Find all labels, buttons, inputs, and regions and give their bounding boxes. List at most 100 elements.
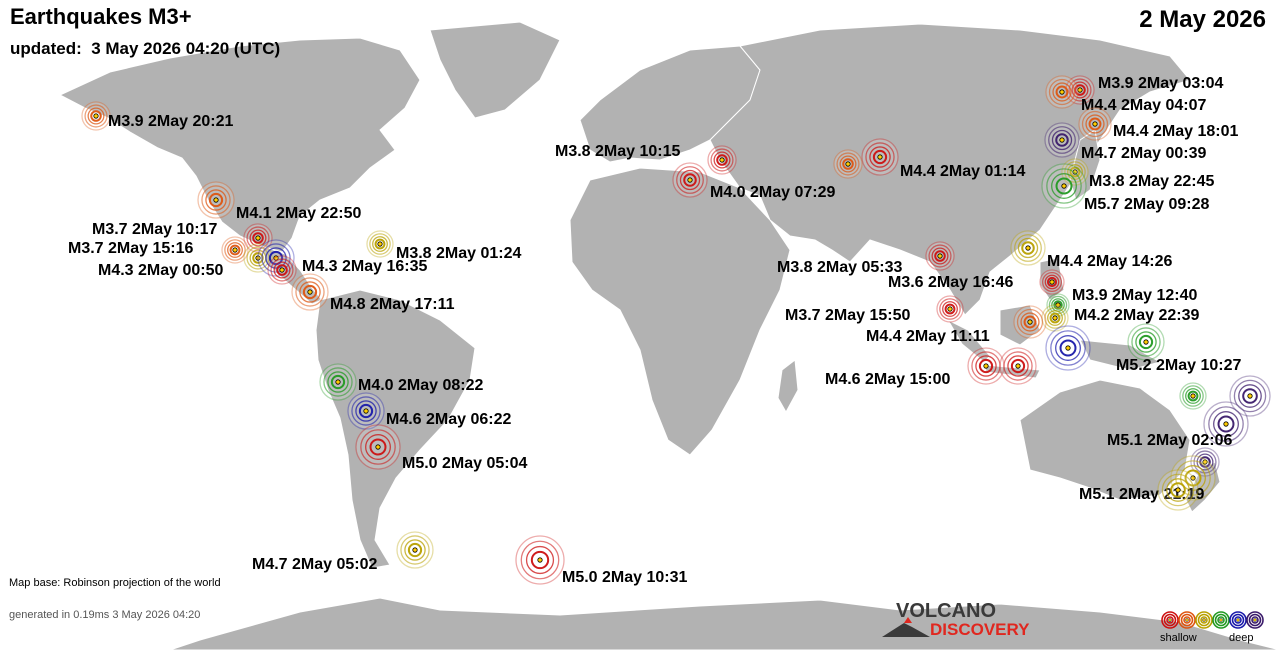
quake-label: M4.0 2May 07:29 xyxy=(710,184,836,201)
quake-marker[interactable]: M4.4 2May 01:14 xyxy=(861,138,1026,180)
quake-label: M4.7 2May 00:39 xyxy=(1081,145,1207,162)
quake-ring xyxy=(1051,173,1077,199)
quake-ring xyxy=(1185,388,1201,404)
quake-marker[interactable]: M3.7 2May 10:17 xyxy=(92,221,273,253)
quake-label: M3.9 2May 03:04 xyxy=(1098,75,1224,92)
quake-marker[interactable] xyxy=(1179,382,1207,410)
quake-marker[interactable]: M3.8 2May 01:24 xyxy=(366,230,522,262)
quake-epicenter xyxy=(947,306,953,312)
quake-epicenter xyxy=(1092,121,1098,127)
quake-epicenter xyxy=(1049,279,1055,285)
quake-label: M4.0 2May 08:22 xyxy=(358,377,484,394)
quake-marker[interactable]: M5.7 2May 09:28 xyxy=(1041,163,1210,213)
quake-marker[interactable]: M3.8 2May 05:33 xyxy=(777,241,955,276)
quake-marker[interactable] xyxy=(999,347,1037,385)
quake-ring xyxy=(90,110,102,122)
quake-ring xyxy=(265,247,287,269)
quake-marker[interactable]: M4.4 2May 18:01 xyxy=(1078,107,1239,141)
quake-ring xyxy=(360,429,396,465)
quake-ring xyxy=(246,226,270,250)
quake-marker[interactable] xyxy=(1190,447,1220,477)
quake-marker[interactable]: M4.4 2May 11:11 xyxy=(866,305,1047,345)
volcano-logo-icon[interactable] xyxy=(882,603,1032,643)
quake-epicenter xyxy=(1143,339,1149,345)
quake-marker[interactable]: M4.1 2May 22:50 xyxy=(197,181,362,222)
quake-marker[interactable]: M4.4 2May 04:07 xyxy=(1045,75,1207,114)
quake-ring xyxy=(355,400,377,422)
quake-ring xyxy=(330,374,346,390)
quake-label: M5.0 2May 10:31 xyxy=(562,569,688,586)
quake-ring xyxy=(407,542,423,558)
legend-ring xyxy=(1251,616,1259,624)
quake-marker[interactable]: M4.7 2May 00:39 xyxy=(1044,122,1207,162)
page-title: Earthquakes M3+ xyxy=(10,4,192,29)
quake-label: M3.8 2May 01:24 xyxy=(396,245,522,262)
quake-ring xyxy=(872,149,888,165)
quake-ring xyxy=(975,355,997,377)
quake-ring xyxy=(358,403,374,419)
landmass-africa xyxy=(569,167,791,456)
quake-epicenter xyxy=(719,157,725,163)
quake-marker[interactable]: M5.1 2May 21:19 xyxy=(1079,455,1216,503)
quake-ring xyxy=(1064,161,1086,183)
quake-marker[interactable]: M4.3 2May 00:50 xyxy=(98,243,273,279)
quake-ring xyxy=(978,358,994,374)
quake-ring xyxy=(869,146,891,168)
logo-text-discovery[interactable]: DISCOVERY xyxy=(930,620,1030,639)
quake-marker[interactable]: M4.4 2May 14:26 xyxy=(1010,230,1173,270)
quake-marker[interactable] xyxy=(1045,325,1091,371)
depth-legend xyxy=(1161,611,1264,629)
quake-marker[interactable]: M3.8 2May 10:15 xyxy=(555,143,737,175)
legend-dot xyxy=(1202,618,1206,622)
quake-marker[interactable]: M4.6 2May 06:22 xyxy=(347,392,512,430)
quake-marker[interactable] xyxy=(1229,375,1271,417)
quake-marker[interactable]: M4.0 2May 08:22 xyxy=(319,363,484,401)
quake-marker[interactable] xyxy=(833,149,863,179)
landmass-java xyxy=(984,364,1041,379)
map-date: 2 May 2026 xyxy=(1139,6,1266,33)
quake-marker[interactable]: M4.8 2May 17:11 xyxy=(291,273,455,313)
legend-dot xyxy=(1236,618,1240,622)
quake-marker[interactable]: M3.8 2May 22:45 xyxy=(1061,158,1215,190)
quake-ring xyxy=(1085,114,1105,134)
logo-text-volcano[interactable]: VOLCANO xyxy=(896,600,996,622)
quake-marker[interactable]: M3.9 2May 20:21 xyxy=(81,101,234,131)
quake-label: M3.9 2May 20:21 xyxy=(108,113,234,130)
quake-label: M5.7 2May 09:28 xyxy=(1084,196,1210,213)
quake-marker[interactable]: M5.0 2May 05:04 xyxy=(355,424,528,472)
quake-marker[interactable]: M4.2 2May 22:39 xyxy=(1041,304,1200,332)
quake-ring xyxy=(842,158,854,170)
quake-marker[interactable]: M5.2 2May 10:27 xyxy=(1116,323,1242,374)
quake-ring xyxy=(1048,78,1076,106)
quake-ring xyxy=(1014,234,1042,262)
quake-label: M3.8 2May 10:15 xyxy=(555,143,681,160)
quake-ring xyxy=(295,277,325,307)
quake-marker[interactable]: M3.6 2May 16:46 xyxy=(888,269,1065,295)
quake-ring xyxy=(400,535,430,565)
quake-epicenter xyxy=(1077,87,1083,93)
quake-ring xyxy=(1044,307,1066,329)
quake-marker[interactable]: M4.6 2May 15:00 xyxy=(825,347,1005,388)
quake-marker[interactable]: M3.7 2May 15:16 xyxy=(68,236,249,264)
legend-ring xyxy=(1195,611,1213,629)
quake-label: M4.4 2May 14:26 xyxy=(1047,253,1173,270)
quake-epicenter xyxy=(255,235,261,241)
quake-epicenter xyxy=(363,408,369,414)
quake-marker[interactable]: M4.7 2May 05:02 xyxy=(252,531,434,573)
quake-marker[interactable]: M4.0 2May 07:29 xyxy=(672,162,836,201)
quake-epicenter xyxy=(1059,89,1065,95)
quake-marker[interactable]: M4.3 2May 16:35 xyxy=(257,239,428,277)
legend-ring xyxy=(1231,613,1245,627)
quake-marker[interactable]: M5.0 2May 10:31 xyxy=(515,535,688,586)
quake-marker[interactable]: M5.1 2May 02:06 xyxy=(1107,401,1249,449)
quake-label: M3.6 2May 16:46 xyxy=(888,274,1014,291)
quake-marker[interactable] xyxy=(1157,469,1199,511)
quake-epicenter xyxy=(1065,345,1071,351)
quake-ring xyxy=(1187,390,1199,402)
quake-ring xyxy=(716,154,728,166)
quake-ring xyxy=(1131,327,1161,357)
legend-ring xyxy=(1197,613,1211,627)
quake-marker[interactable] xyxy=(267,255,297,285)
quake-ring xyxy=(365,434,391,460)
quake-marker[interactable]: M3.7 2May 15:50 xyxy=(785,295,964,324)
